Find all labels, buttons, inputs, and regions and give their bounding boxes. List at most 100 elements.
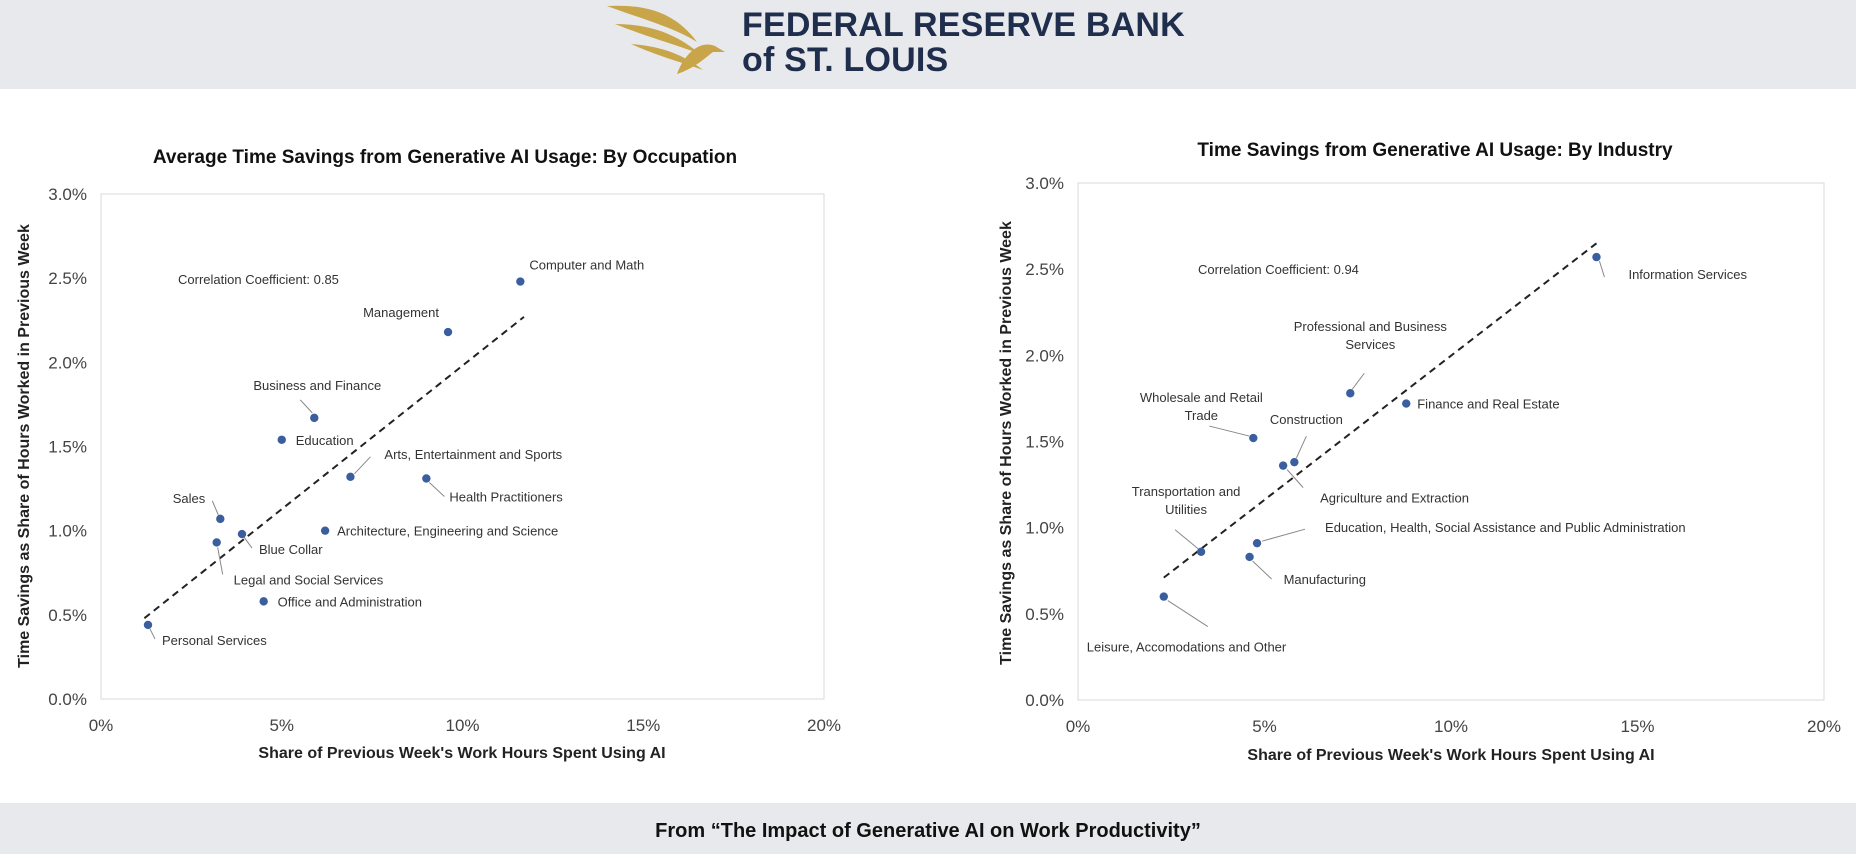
- label-leader-line: [217, 547, 224, 575]
- plot-area: [1077, 182, 1825, 701]
- y-tick-label: 1.5%: [1025, 433, 1064, 452]
- chart-title: Average Time Savings from Generative AI …: [153, 147, 737, 168]
- label-leader-line: [1295, 435, 1307, 459]
- data-point: [422, 474, 431, 483]
- data-point: [1249, 433, 1258, 443]
- brand-name-line2: of ST. LOUIS: [742, 41, 949, 79]
- header-bar: FEDERAL RESERVE BANK of ST. LOUIS: [0, 0, 1856, 89]
- x-axis-label: Share of Previous Week's Work Hours Spen…: [1247, 747, 1654, 764]
- x-tick-label: 0%: [89, 716, 114, 735]
- x-tick-label: 20%: [1807, 717, 1841, 736]
- data-point: [277, 435, 286, 444]
- y-tick-label: 1.0%: [1025, 519, 1064, 538]
- x-tick-label: 10%: [1434, 717, 1468, 736]
- point-label: Manufacturing: [1284, 572, 1366, 587]
- label-leader-line: [1261, 528, 1306, 542]
- label-leader-line: [429, 482, 445, 497]
- data-point: [1290, 457, 1299, 467]
- point-label: Information Services: [1628, 267, 1747, 282]
- source-citation: From “The Impact of Generative AI on Wor…: [655, 820, 1201, 842]
- trend-line: [143, 316, 525, 619]
- label-leader-line: [1598, 260, 1605, 278]
- y-tick-label: 3.0%: [1025, 174, 1064, 193]
- label-leader-line: [354, 456, 371, 475]
- point-label: Professional and Business Services: [1294, 319, 1448, 352]
- x-tick-label: 20%: [807, 716, 841, 735]
- point-label: Office and Administration: [278, 594, 422, 609]
- point-label: Health Practitioners: [449, 489, 563, 504]
- label-leader-line: [1286, 469, 1304, 488]
- x-tick-label: 15%: [626, 716, 660, 735]
- correlation-annotation: Correlation Coefficient: 0.94: [1198, 262, 1359, 277]
- x-tick-label: 5%: [269, 716, 294, 735]
- point-label: Wholesale and Retail Trade: [1140, 390, 1263, 423]
- x-axis-label: Share of Previous Week's Work Hours Spen…: [258, 745, 665, 762]
- y-tick-label: 1.0%: [48, 522, 87, 541]
- brand-name-line1: FEDERAL RESERVE BANK: [742, 6, 1185, 44]
- y-tick-label: 1.5%: [48, 438, 87, 457]
- point-label: Finance and Real Estate: [1417, 397, 1559, 412]
- label-leader-line: [1174, 529, 1199, 550]
- industry-scatter-chart: Time Savings from Generative AI Usage: B…: [998, 140, 1841, 764]
- point-label: Management: [363, 305, 439, 320]
- point-label: Education: [296, 433, 354, 448]
- x-tick-label: 5%: [1252, 717, 1277, 736]
- x-tick-label: 15%: [1620, 717, 1654, 736]
- y-axis-label: Time Savings as Share of Hours Worked in…: [16, 224, 33, 668]
- x-tick-label: 0%: [1066, 717, 1091, 736]
- data-point: [1252, 538, 1262, 548]
- point-label: Leisure, Accomodations and Other: [1087, 640, 1287, 655]
- point-label: Construction: [1270, 412, 1343, 427]
- point-label: Transportation and Utilities: [1132, 484, 1241, 517]
- footer-bar: From “The Impact of Generative AI on Wor…: [0, 803, 1856, 854]
- label-leader-line: [149, 628, 156, 640]
- label-leader-line: [299, 399, 313, 414]
- label-leader-line: [1351, 372, 1365, 390]
- occupation-scatter-chart: Average Time Savings from Generative AI …: [16, 147, 841, 762]
- label-leader-line: [1209, 425, 1250, 437]
- x-tick-label: 10%: [445, 716, 479, 735]
- y-tick-label: 0.0%: [48, 690, 87, 709]
- data-point: [1278, 461, 1288, 470]
- data-point: [237, 529, 247, 539]
- point-label: Sales: [173, 491, 206, 506]
- data-point: [346, 472, 355, 481]
- label-leader-line: [211, 500, 219, 516]
- point-label: Architecture, Engineering and Science: [337, 524, 558, 539]
- point-label: Legal and Social Services: [234, 572, 384, 587]
- y-tick-label: 2.0%: [48, 353, 87, 372]
- point-label: Blue Collar: [259, 542, 323, 557]
- data-point: [212, 538, 221, 547]
- data-point: [1346, 389, 1355, 398]
- label-leader-line: [243, 536, 253, 549]
- data-point: [310, 413, 319, 423]
- point-label: Arts, Entertainment and Sports: [384, 447, 562, 462]
- y-tick-label: 2.5%: [48, 269, 87, 288]
- data-point: [1402, 399, 1411, 408]
- chart-title: Time Savings from Generative AI Usage: B…: [1197, 140, 1673, 161]
- data-point: [443, 327, 453, 337]
- data-point: [259, 597, 268, 606]
- point-label: Education, Health, Social Assistance and…: [1325, 520, 1686, 535]
- label-leader-line: [1252, 560, 1272, 580]
- data-point: [516, 277, 525, 286]
- y-tick-label: 2.0%: [1025, 346, 1064, 365]
- point-label: Business and Finance: [253, 378, 381, 393]
- data-point: [1592, 252, 1601, 262]
- y-tick-label: 0.5%: [48, 606, 87, 625]
- y-tick-label: 3.0%: [48, 185, 87, 204]
- point-label: Personal Services: [162, 633, 267, 648]
- plot-area: [100, 193, 825, 700]
- data-point: [1245, 552, 1254, 562]
- data-point: [1196, 547, 1206, 556]
- data-point: [1159, 592, 1168, 601]
- label-leader-line: [1167, 600, 1209, 628]
- eagle-logo-icon: [607, 5, 725, 74]
- point-label: Agriculture and Extraction: [1320, 491, 1469, 506]
- y-tick-label: 0.0%: [1025, 691, 1064, 710]
- data-point: [216, 514, 225, 524]
- correlation-annotation: Correlation Coefficient: 0.85: [178, 272, 339, 287]
- point-label: Computer and Math: [529, 258, 644, 273]
- y-tick-label: 2.5%: [1025, 260, 1064, 279]
- data-point: [320, 526, 330, 535]
